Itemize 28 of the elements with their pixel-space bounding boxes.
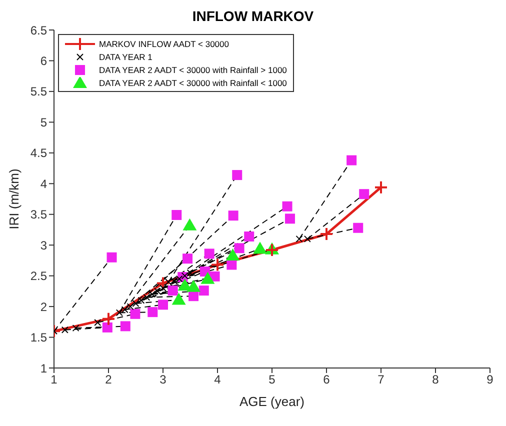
- y-tick-label: 5: [40, 115, 48, 130]
- chart-title: INFLOW MARKOV: [191, 8, 315, 24]
- y-tick-label: 3.5: [30, 208, 48, 222]
- y-tick-label: 2.5: [30, 269, 48, 284]
- x-tick-label: 6: [323, 372, 330, 387]
- y-tick-label: 3: [40, 238, 48, 252]
- y-tick-label: 6: [40, 54, 48, 68]
- y-tick-label: 5.5: [30, 84, 48, 99]
- y-tick-label: 2: [40, 300, 48, 314]
- legend-label: DATA YEAR 1: [99, 52, 152, 62]
- legend-label: DATA YEAR 2 AADT < 30000 with Rainfall > 1000: [99, 64, 287, 74]
- x-tick-label: 2: [105, 372, 112, 387]
- x-tick-label: 1: [50, 372, 58, 387]
- legend-label: MARKOV INFLOW AADT < 30000: [99, 38, 229, 48]
- y-tick-label: 1: [40, 361, 48, 376]
- y-axis-title: IRI (m/km): [6, 168, 22, 230]
- x-tick-label: 3: [160, 372, 167, 387]
- x-tick-label: 4: [214, 372, 222, 387]
- legend-label: DATA YEAR 2 AADT < 30000 with Rainfall < 1000: [99, 78, 287, 88]
- x-tick-label: 7: [378, 372, 385, 387]
- x-tick-label: 9: [486, 372, 494, 387]
- x-axis-title: AGE (year): [239, 394, 305, 409]
- y-tick-label: 6.5: [30, 23, 48, 38]
- x-tick-label: 8: [432, 372, 440, 387]
- y-tick-label: 1.5: [30, 330, 48, 345]
- y-tick-label: 4: [40, 176, 48, 191]
- x-tick-label: 5: [268, 372, 276, 387]
- y-tick-label: 4.5: [30, 146, 48, 160]
